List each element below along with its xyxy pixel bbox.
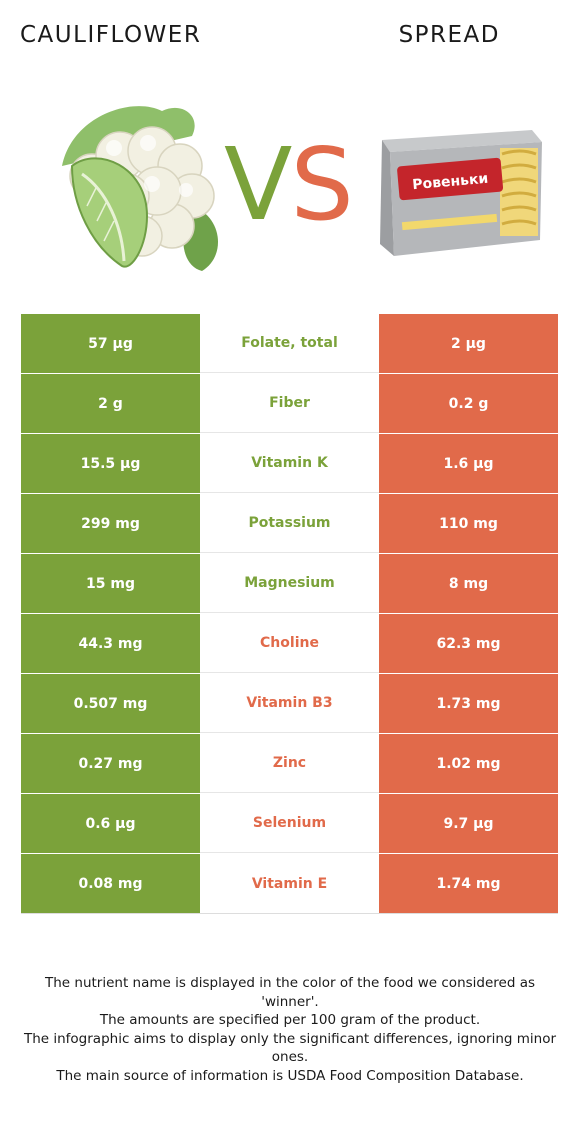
nutrient-name-cell: Magnesium [200,554,379,613]
table-row: 299 mg Potassium 110 mg [21,493,558,553]
right-value-cell: 8 mg [379,554,558,613]
footer-line: The nutrient name is displayed in the co… [44,975,536,1010]
nutrient-name-cell: Fiber [200,374,379,433]
left-value-cell: 2 g [21,374,200,433]
left-value-cell: 0.08 mg [21,854,200,913]
left-value-cell: 0.27 mg [21,734,200,793]
footer-line: The main source of information is USDA F… [56,1067,524,1084]
left-value-cell: 299 mg [21,494,200,553]
footer-line: The amounts are specified per 100 gram o… [99,1012,481,1028]
nutrient-name-cell: Potassium [200,494,379,553]
spread-brand-text: Ровеньки [412,171,489,194]
nutrient-name-cell: Vitamin K [200,434,379,493]
nutrient-name-cell: Folate, total [200,314,379,373]
right-value-cell: 0.2 g [379,374,558,433]
table-row: 0.27 mg Zinc 1.02 mg [21,733,558,793]
nutrient-name-cell: Vitamin E [200,854,379,913]
left-value-cell: 15.5 µg [21,434,200,493]
table-row: 15 mg Magnesium 8 mg [21,553,558,613]
table-row: 0.507 mg Vitamin B3 1.73 mg [21,673,558,733]
left-food-title: CAULIFLOWER [20,22,202,48]
right-value-cell: 1.02 mg [379,734,558,793]
comparison-table: 57 µg Folate, total 2 µg 2 g Fiber 0.2 g 15.5 … [21,314,558,914]
nutrient-name-cell: Zinc [200,734,379,793]
right-value-cell: 62.3 mg [379,614,558,673]
vs-label: VS [224,135,354,235]
vs-s-letter: S [290,126,354,243]
footer-line: The infographic aims to display only the… [23,1030,557,1066]
left-value-cell: 57 µg [21,314,200,373]
table-row: 0.6 µg Selenium 9.7 µg [21,793,558,853]
left-value-cell: 44.3 mg [21,614,200,673]
right-value-cell: 9.7 µg [379,794,558,853]
right-value-cell: 1.6 µg [379,434,558,493]
table-row: 2 g Fiber 0.2 g [21,373,558,433]
spread-package-image: Ровеньки [380,130,542,256]
right-value-cell: 110 mg [379,494,558,553]
left-value-cell: 15 mg [21,554,200,613]
table-row: 57 µg Folate, total 2 µg [21,314,558,373]
left-value-cell: 0.6 µg [21,794,200,853]
vs-v-letter: V [224,126,292,243]
nutrient-name-cell: Vitamin B3 [200,674,379,733]
footer-notes: The nutrient name is displayed in the co… [16,974,564,1085]
nutrient-name-cell: Selenium [200,794,379,853]
right-food-title: SPREAD [398,22,500,48]
left-value-cell: 0.507 mg [21,674,200,733]
table-row: 0.08 mg Vitamin E 1.74 mg [21,853,558,913]
right-value-cell: 1.74 mg [379,854,558,913]
nutrient-name-cell: Choline [200,614,379,673]
table-row: 15.5 µg Vitamin K 1.6 µg [21,433,558,493]
table-row: 44.3 mg Choline 62.3 mg [21,613,558,673]
right-value-cell: 1.73 mg [379,674,558,733]
right-value-cell: 2 µg [379,314,558,373]
cauliflower-image [62,106,219,271]
